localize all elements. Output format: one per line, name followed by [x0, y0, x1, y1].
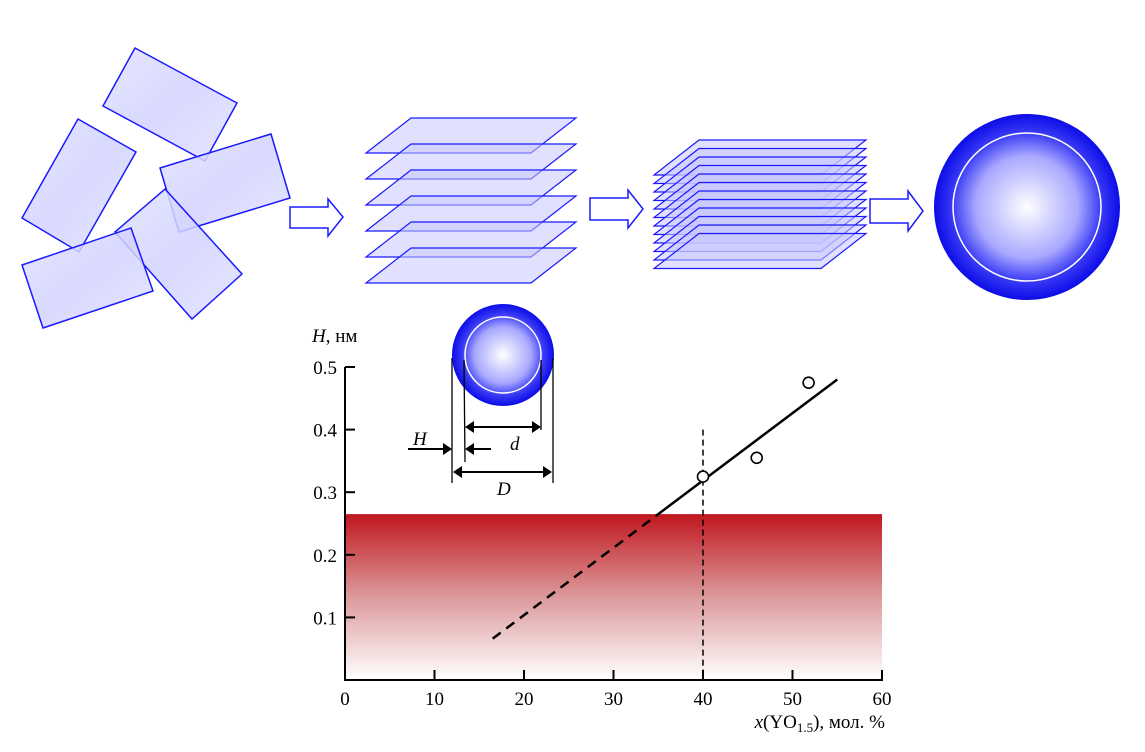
data-point	[696, 470, 710, 483]
d-label: d	[510, 434, 520, 455]
arrowhead-icon	[453, 466, 462, 478]
x-tick-label: 40	[694, 689, 713, 710]
arrowhead-icon	[465, 421, 474, 433]
data-point	[750, 451, 764, 465]
chart: 0 10 20 30 40 50 60 0.1 0.2 0.3 0.4 0.5 H, нм x(YO1…	[311, 326, 892, 735]
plate	[364, 247, 578, 284]
hollow-right-arrow-icon	[869, 188, 924, 234]
arrowhead-icon	[543, 466, 552, 478]
x-tick-label: 30	[604, 689, 623, 710]
arrowhead-icon	[532, 421, 541, 433]
red-band	[345, 514, 882, 680]
loose-plate-stack	[364, 117, 578, 284]
random-plates	[20, 46, 291, 329]
y-tick-label: 0.3	[313, 483, 337, 504]
plate	[113, 187, 244, 321]
x-tick-label: 60	[873, 689, 892, 710]
H-label: H	[412, 429, 428, 450]
plate	[652, 232, 868, 270]
x-tick-label: 10	[425, 689, 444, 710]
y-axis-label: H, нм	[311, 326, 357, 347]
fit-line	[657, 378, 839, 516]
arrowhead-icon	[443, 443, 452, 455]
x-tick-label: 20	[515, 689, 534, 710]
y-tick-label: 0.5	[313, 358, 337, 379]
fit-line-extrapolated	[491, 513, 660, 640]
hollow-right-arrow-icon	[289, 196, 344, 239]
sphere	[934, 114, 1120, 300]
D-label: D	[496, 479, 511, 500]
x-tick-label: 50	[783, 689, 802, 710]
hollow-right-arrow-icon	[589, 187, 644, 231]
x-tick-label: 0	[340, 689, 350, 710]
inset-sphere: H d D	[408, 304, 554, 500]
arrowhead-icon	[465, 443, 474, 455]
dense-plate-stack	[652, 139, 868, 270]
y-tick-label: 0.4	[313, 421, 337, 442]
plate	[21, 227, 154, 329]
y-tick-label: 0.1	[313, 608, 337, 629]
data-point	[802, 376, 815, 389]
y-tick-label: 0.2	[313, 546, 337, 567]
x-axis-label: x(YO1.5), мол. %	[754, 712, 886, 735]
